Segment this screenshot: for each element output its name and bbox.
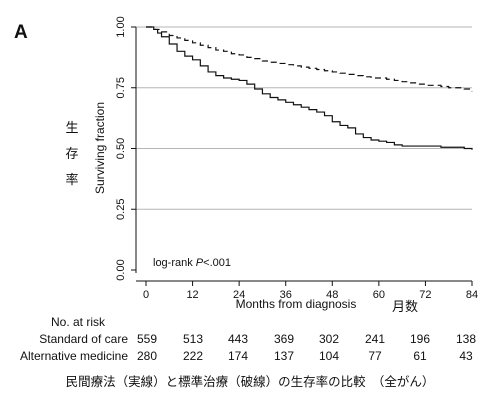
x-tick-label: 84 (466, 289, 478, 301)
y-axis-ticks: 0.00 0.25 0.50 0.75 1.00 (115, 16, 136, 281)
x-tick-label: 60 (373, 289, 385, 301)
risk-cell: 443 (228, 332, 248, 346)
risk-table-header: No. at risk (51, 315, 106, 329)
y-tick-label: 0.50 (115, 138, 127, 159)
gridlines (136, 26, 472, 210)
y-tick-label: 0.25 (115, 199, 127, 220)
risk-row-label: Standard of care (39, 332, 128, 346)
y-axis-label-japanese-char: 生 (65, 121, 78, 136)
risk-table: Standard of care 559 513 443 369 302 241 196 138… (20, 332, 476, 363)
risk-cell: 137 (274, 349, 294, 363)
x-tick-label: 24 (233, 289, 245, 301)
log-rank-annotation: log-rank P<.001 (153, 257, 231, 269)
risk-cell: 241 (365, 332, 385, 346)
y-axis-label-japanese-char: 存 (65, 147, 78, 162)
y-tick-label: 0.00 (115, 259, 127, 280)
x-tick-label: 36 (280, 289, 292, 301)
risk-cell: 280 (137, 349, 157, 363)
risk-row-label: Alternative medicine (20, 349, 128, 363)
risk-cell: 513 (183, 332, 203, 346)
x-tick-label: 0 (143, 289, 149, 301)
y-axis-label-japanese: 生存率 (65, 121, 78, 188)
x-axis-label-japanese: 月数 (392, 300, 418, 315)
y-axis-label: Surviving fraction (93, 102, 107, 194)
x-tick-label: 48 (326, 289, 338, 301)
x-axis-ticks: 0 12 24 36 48 60 72 84 (143, 281, 478, 301)
risk-cell: 43 (459, 349, 473, 363)
risk-cell: 104 (319, 349, 339, 363)
risk-cell: 77 (368, 349, 382, 363)
series-lines (146, 26, 473, 150)
x-tick-label: 72 (419, 289, 431, 301)
risk-cell: 222 (183, 349, 203, 363)
y-axis-label-japanese-char: 率 (65, 172, 78, 188)
caption: 民間療法（実線）と標準治療（破線）の生存率の比較 （全がん） (66, 374, 435, 389)
x-tick-label: 12 (186, 289, 198, 301)
risk-cell: 302 (319, 332, 339, 346)
risk-cell: 196 (410, 332, 430, 346)
risk-cell: 174 (228, 349, 248, 363)
risk-cell: 369 (274, 332, 294, 346)
y-tick-label: 0.75 (115, 77, 127, 98)
risk-cell: 138 (456, 332, 476, 346)
series-line-standard-of-care (146, 26, 473, 92)
panel-label: A (14, 22, 28, 43)
risk-cell: 559 (137, 332, 157, 346)
x-axis-label: Months from diagnosis (236, 297, 357, 311)
y-tick-label: 1.00 (115, 16, 127, 37)
risk-cell: 61 (413, 349, 427, 363)
series-line-alternative-medicine (146, 26, 473, 150)
